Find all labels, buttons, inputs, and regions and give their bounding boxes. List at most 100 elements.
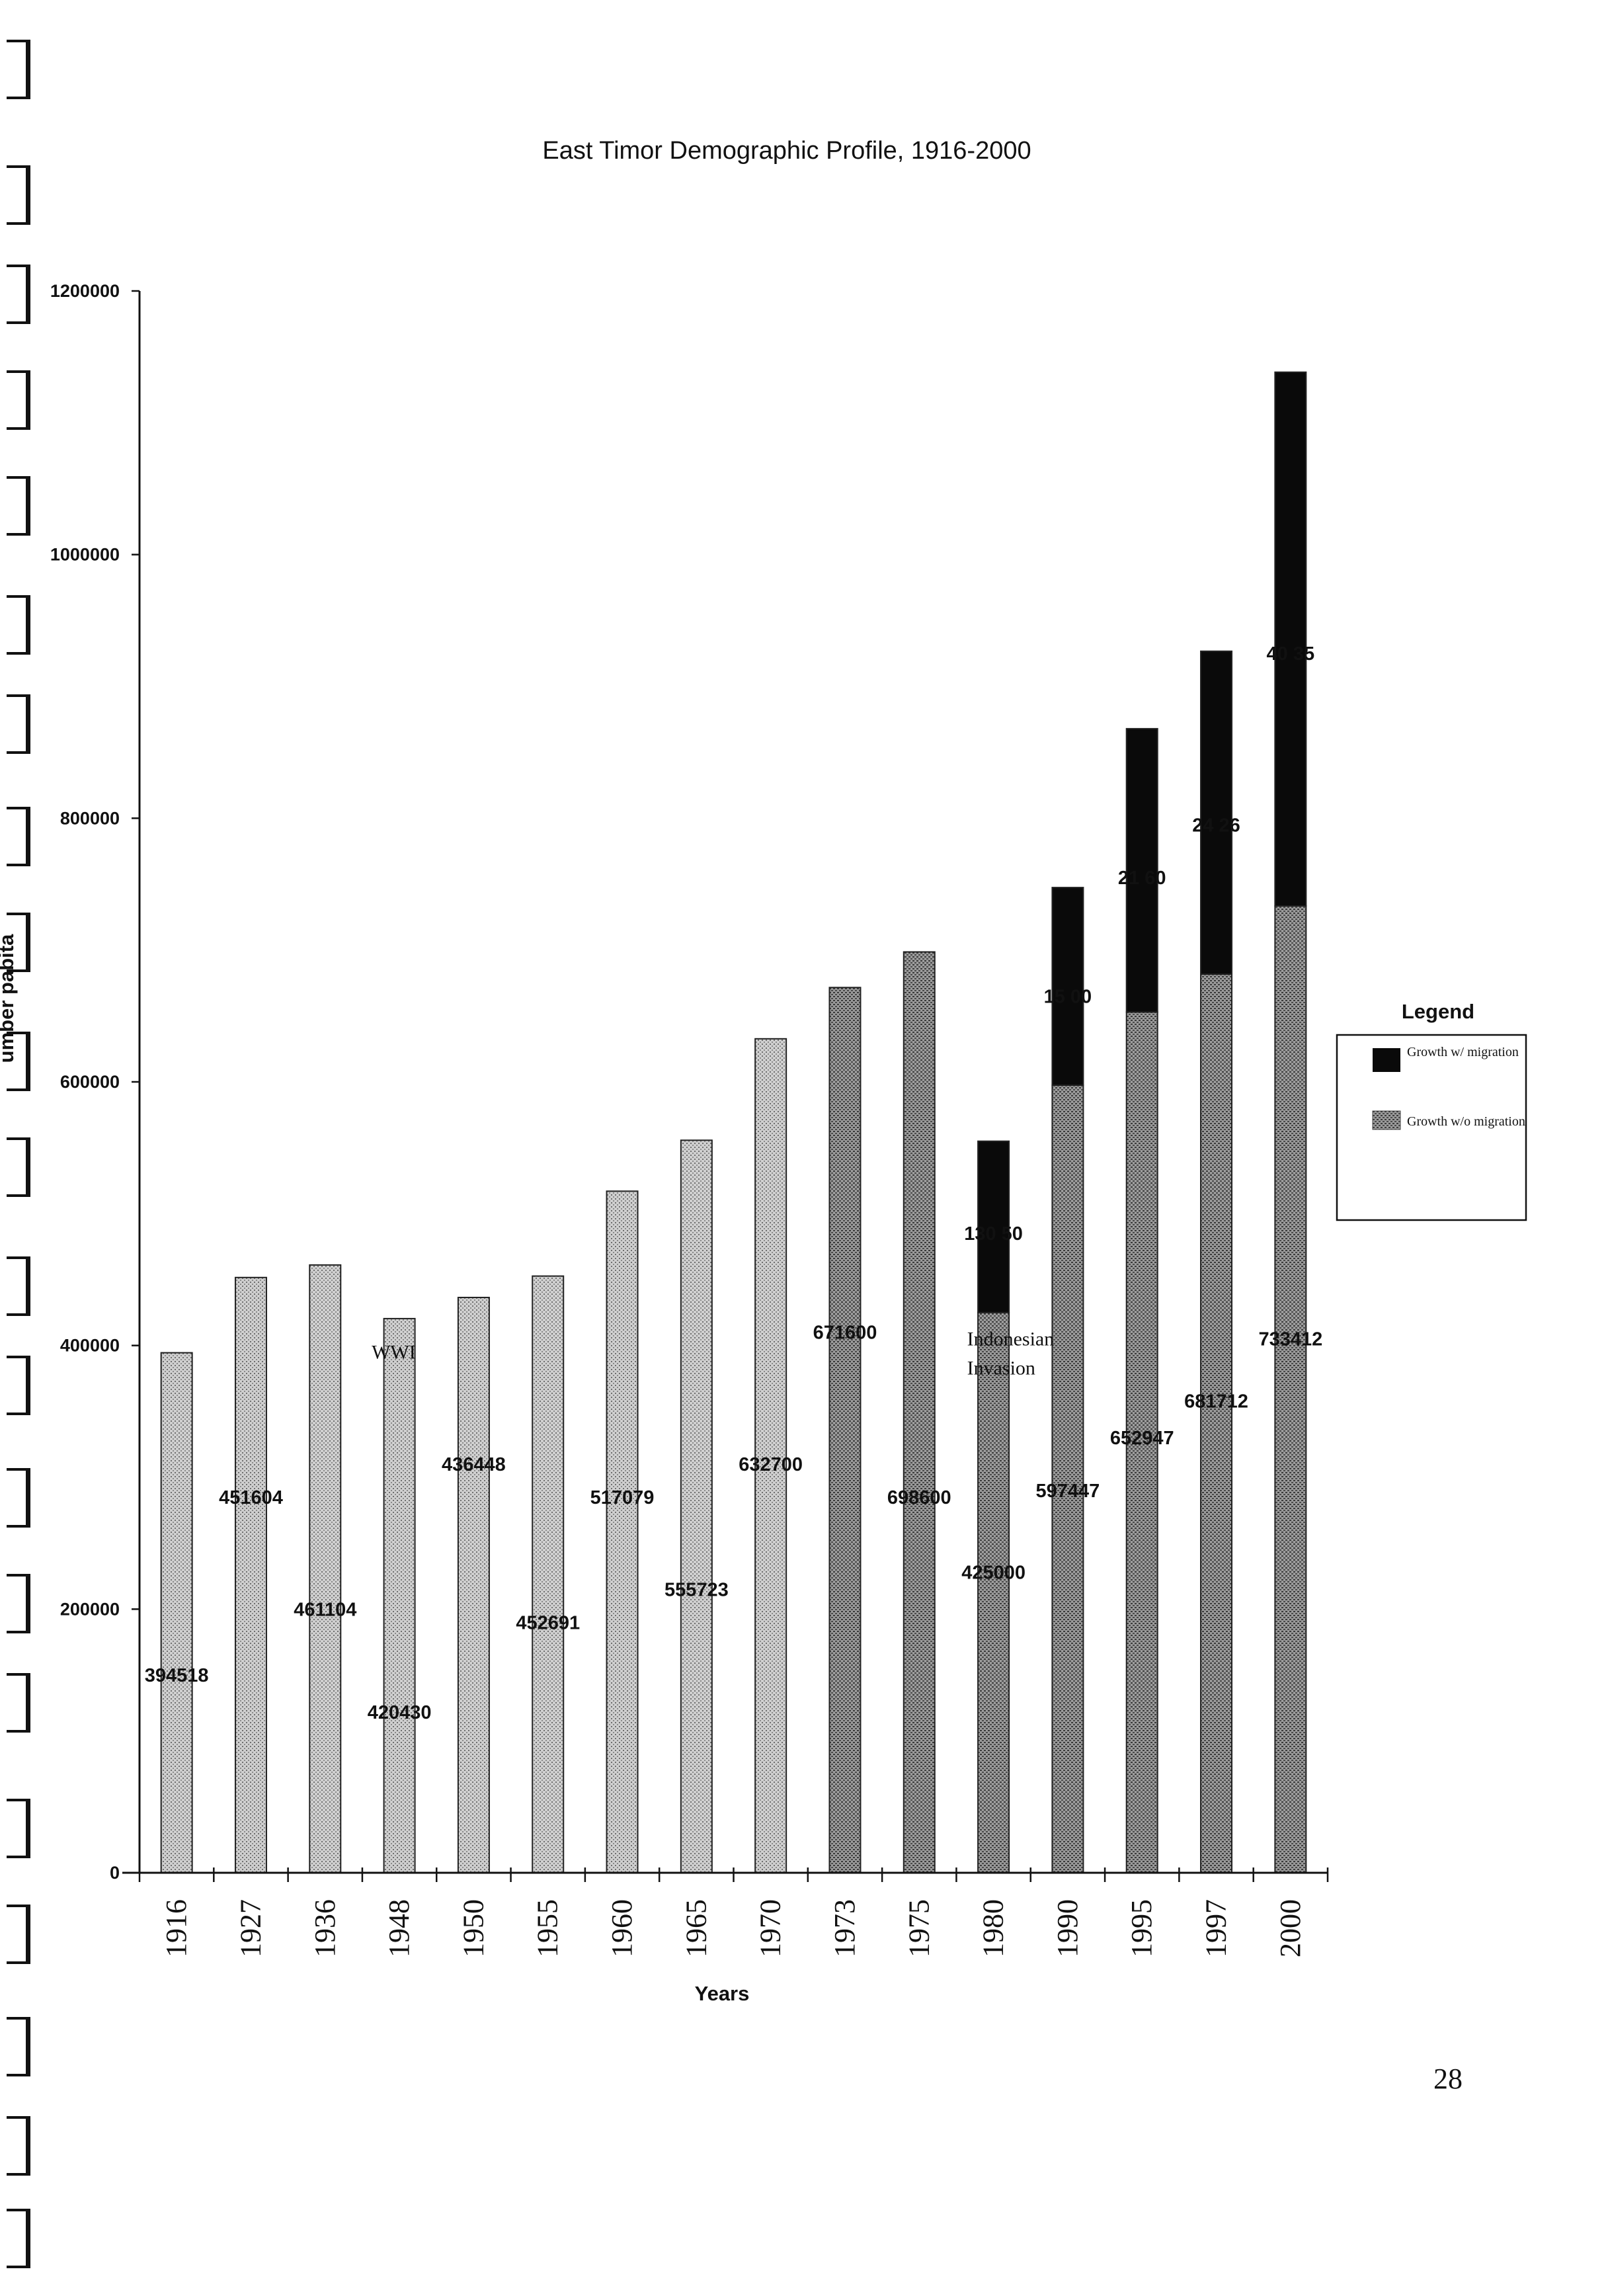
data-label: 451604: [219, 1487, 283, 1508]
bar-without-migration: [977, 1311, 1010, 1874]
y-tick-label: 800000: [60, 808, 120, 828]
bar-without-migration: [754, 1038, 787, 1873]
annotation-text: Invasion: [967, 1358, 1035, 1379]
data-label: 698600: [887, 1487, 951, 1508]
data-label: 597447: [1036, 1481, 1100, 1502]
legend-swatch-with-migration: [1373, 1048, 1400, 1072]
data-label: 394518: [145, 1665, 209, 1686]
x-tick-label: 1948: [383, 1899, 415, 1957]
data-labels: 394518 451604 461104 420430 436448 452691 5170…: [145, 643, 1322, 1723]
binder-mark: [7, 1356, 30, 1415]
binder-mark: [7, 1905, 30, 1964]
binder-mark: [7, 1468, 30, 1528]
x-tick-label: 1973: [828, 1899, 861, 1957]
data-label: 733412: [1258, 1329, 1322, 1350]
x-tick-label: 1965: [680, 1899, 712, 1957]
x-axis-ticks: 1916 1927 1936 1948 1950 1955 1960 1965 1970 1973…: [138, 1867, 1329, 1957]
bar-with-migration: [1051, 887, 1084, 1086]
bar-without-migration: [457, 1297, 490, 1873]
binder-mark: [7, 1574, 30, 1633]
data-label: 555723: [664, 1579, 729, 1600]
bar-without-migration: [1274, 905, 1307, 1873]
legend: Legend Growth w/ migration Growth w/o mi…: [1336, 1000, 1527, 1221]
x-tick-label: 1970: [754, 1899, 787, 1957]
binder-ring-marks: [0, 0, 53, 2296]
bar-with-migration: [1125, 727, 1158, 1013]
y-axis-ticks: 0 200000 400000 600000 800000 1000000 1200000: [50, 281, 140, 1883]
y-tick-label: 1000000: [50, 545, 120, 565]
annotation-text: Indonesian: [967, 1329, 1055, 1350]
x-tick-label: 1995: [1125, 1899, 1158, 1957]
data-label: 15 00: [1044, 986, 1092, 1007]
x-tick-label: 1955: [532, 1899, 564, 1957]
data-label: 632700: [739, 1454, 803, 1475]
y-tick-label: 0: [110, 1863, 120, 1883]
binder-mark: [7, 476, 30, 536]
binder-mark: [7, 40, 30, 99]
data-label: 452691: [516, 1612, 580, 1633]
x-tick-label: 2000: [1274, 1899, 1306, 1957]
binder-mark: [7, 1799, 30, 1858]
binder-mark: [7, 913, 30, 972]
data-label: 461104: [294, 1599, 356, 1620]
binder-mark: [7, 1032, 30, 1091]
binder-mark: [7, 807, 30, 866]
bars: [160, 371, 1307, 1874]
data-label: 40 35: [1267, 643, 1315, 665]
page-number: 28: [1433, 2063, 1463, 2095]
x-tick-label: 1975: [903, 1899, 935, 1957]
binder-mark: [7, 2116, 30, 2176]
binder-mark: [7, 370, 30, 430]
binder-mark: [7, 595, 30, 655]
bar-without-migration: [309, 1264, 342, 1873]
y-tick-label: 600000: [60, 1072, 120, 1092]
x-tick-label: 1997: [1200, 1899, 1232, 1957]
y-tick-label: 400000: [60, 1336, 120, 1356]
binder-mark: [7, 694, 30, 754]
annotations: WWI Indonesian Invasion: [372, 1329, 1054, 1379]
data-label: 681712: [1184, 1391, 1248, 1412]
binder-mark: [7, 1256, 30, 1316]
x-tick-label: 1927: [234, 1899, 266, 1957]
y-tick-label: 200000: [60, 1599, 120, 1619]
data-label: 425000: [961, 1563, 1025, 1584]
bar-without-migration: [606, 1190, 639, 1873]
data-label: 517079: [590, 1487, 655, 1508]
x-tick-label: 1950: [457, 1899, 489, 1957]
x-tick-label: 1916: [160, 1899, 192, 1957]
bar-with-migration: [977, 1140, 1010, 1313]
bar-without-migration: [383, 1317, 416, 1873]
data-label: 21 60: [1118, 868, 1166, 889]
annotation-text: WWI: [372, 1342, 416, 1364]
bar-without-migration: [903, 951, 936, 1873]
data-label: 652947: [1110, 1428, 1174, 1449]
y-tick-label: 1200000: [50, 281, 120, 301]
binder-mark: [7, 1673, 30, 1733]
bar-without-migration: [160, 1352, 193, 1873]
data-label: 24 26: [1192, 815, 1240, 836]
legend-title: Legend: [1402, 1000, 1474, 1023]
bar-without-migration: [680, 1139, 713, 1873]
data-label: 671600: [813, 1323, 877, 1344]
bar-without-migration: [532, 1275, 565, 1874]
bar-without-migration: [828, 987, 862, 1873]
bar-with-migration: [1274, 371, 1307, 907]
data-label: 130 50: [964, 1223, 1023, 1245]
x-tick-label: 1990: [1051, 1899, 1084, 1957]
data-label: 436448: [442, 1454, 506, 1475]
x-tick-label: 1936: [309, 1899, 341, 1957]
x-axis-label: Years: [695, 1982, 750, 2005]
binder-mark: [7, 2209, 30, 2268]
chart-title: East Timor Demographic Profile, 1916-200…: [542, 137, 1031, 165]
legend-swatch-without-migration: [1372, 1110, 1401, 1130]
bar-without-migration: [234, 1276, 267, 1874]
y-axis-label: umber pabita: [0, 934, 18, 1063]
legend-label-without-migration: Growth w/o migration: [1407, 1114, 1525, 1129]
binder-mark: [7, 265, 30, 324]
binder-mark: [7, 165, 30, 225]
bar-with-migration: [1200, 650, 1233, 975]
bar-without-migration: [1200, 973, 1233, 1873]
binder-mark: [7, 2017, 30, 2076]
